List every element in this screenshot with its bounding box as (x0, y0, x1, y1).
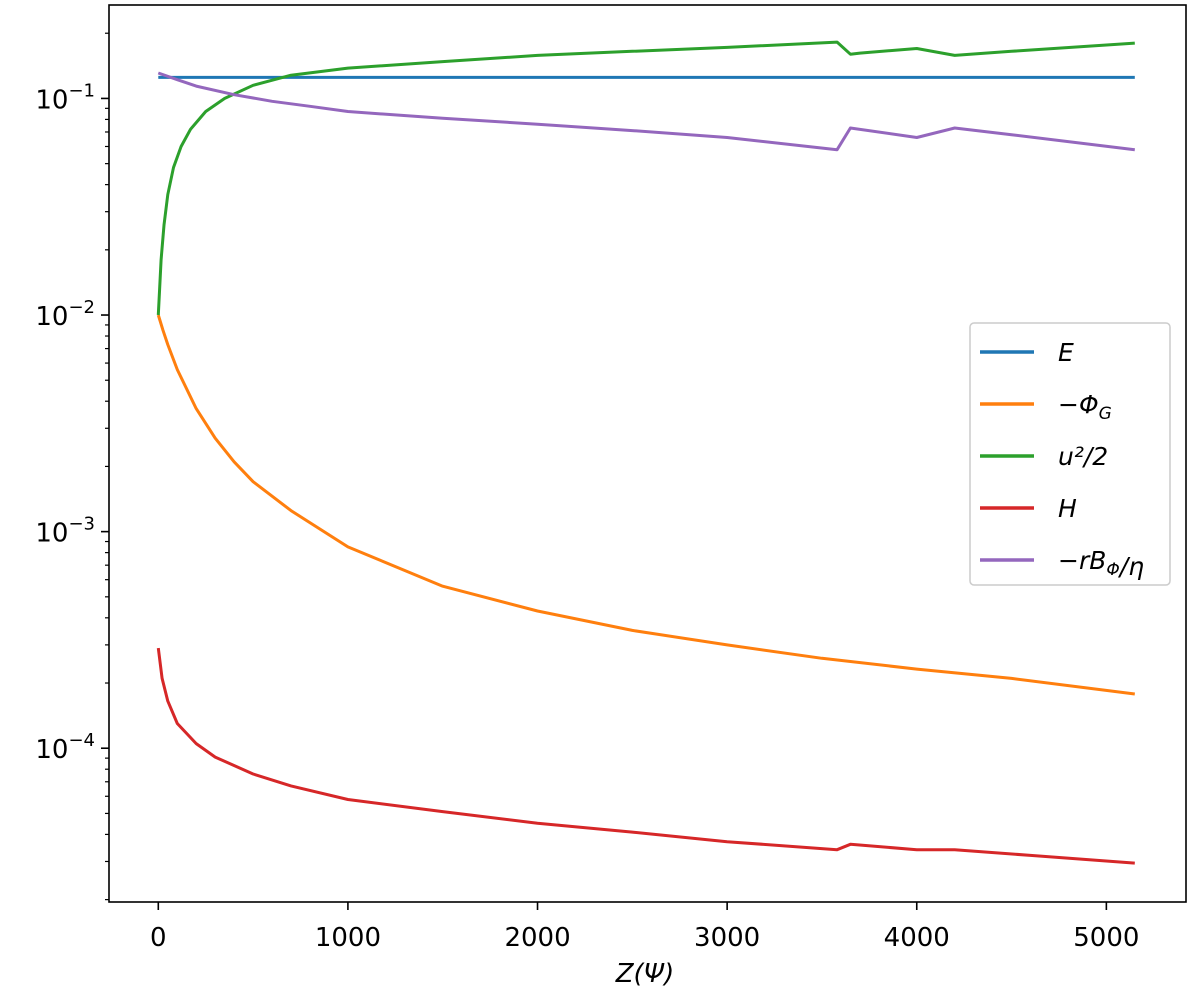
y-axis: 10−1 10−2 10−3 10−4 (35, 32, 109, 901)
x-tick-label: 4000 (884, 923, 950, 953)
x-tick-label: 5000 (1073, 923, 1139, 953)
y-tick-label: 10−2 (35, 297, 95, 332)
x-tick-label: 3000 (694, 923, 760, 953)
x-tick-label: 1000 (315, 923, 381, 953)
legend-label: u²/2 (1058, 442, 1108, 471)
series-line-4 (156, 647, 1135, 865)
legend-label: −ΦG (1058, 390, 1112, 424)
x-tick-label: 0 (150, 923, 167, 953)
y-tick-label: 10−3 (35, 514, 95, 549)
legend-box (969, 322, 1171, 586)
series-line-3 (156, 40, 1135, 316)
y-tick-label: 10−1 (35, 80, 95, 115)
x-axis: 0 1000 2000 3000 4000 5000 (150, 902, 1139, 953)
legend: E −ΦG u²/2 H −rBΦ/η (969, 322, 1171, 586)
y-tick-label: 10−4 (35, 730, 95, 765)
legend-label: E (1058, 338, 1074, 367)
plot-frame (108, 4, 1187, 903)
series-line-2 (156, 314, 1135, 696)
legend-label: −rBΦ/η (1058, 546, 1144, 581)
legend-label: H (1058, 494, 1077, 523)
x-tick-label: 2000 (504, 923, 570, 953)
series-line-5 (157, 71, 1135, 152)
series-lines (156, 40, 1135, 865)
x-axis-label: Z(Ψ) (615, 959, 675, 988)
